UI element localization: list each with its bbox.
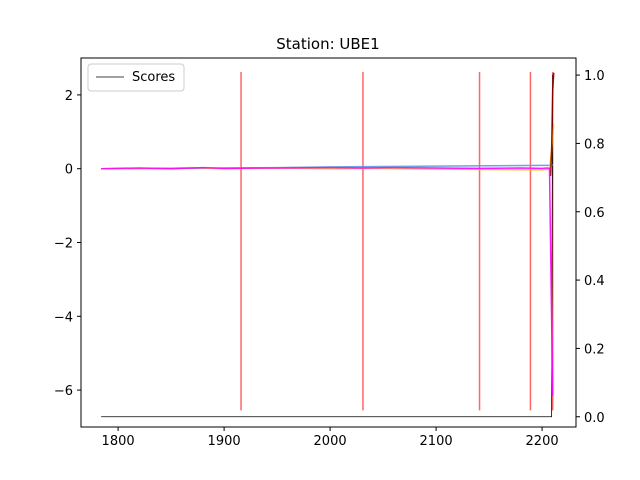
- plot-area: [101, 72, 555, 418]
- chart-title: Station: UBE1: [276, 35, 379, 53]
- x-tick-label-1800: 1800: [102, 434, 135, 449]
- y2-tick-label-0: 0.0: [584, 411, 605, 426]
- y-tick-label-2: 2: [65, 89, 73, 104]
- legend: Scores: [87, 63, 185, 92]
- legend-box: [87, 63, 185, 92]
- series-line-3: [549, 72, 555, 177]
- y-tick-label-0: 0: [65, 163, 73, 178]
- axes: 1800 1900 2000 2100 2200 2 0 −2 −4 −6 1.0 0.8 0.6 0.4…: [54, 69, 605, 449]
- y-tick-label--6: −6: [54, 384, 73, 399]
- x-tick-label-2000: 2000: [314, 434, 347, 449]
- legend-label-scores: Scores: [132, 70, 175, 85]
- y2-tick-label-0.4: 0.4: [584, 274, 605, 289]
- y2-tick-label-0.2: 0.2: [584, 342, 605, 357]
- x-tick-label-2200: 2200: [526, 434, 559, 449]
- x-tick-label-1900: 1900: [208, 434, 241, 449]
- series-line-4: [101, 166, 554, 396]
- y-tick-label--2: −2: [54, 237, 73, 252]
- y2-tick-label-1: 1.0: [584, 69, 605, 84]
- y2-tick-label-0.6: 0.6: [584, 206, 605, 221]
- x-tick-label-2100: 2100: [420, 434, 453, 449]
- y-tick-label--4: −4: [54, 310, 73, 325]
- y2-tick-label-0.8: 0.8: [584, 137, 605, 152]
